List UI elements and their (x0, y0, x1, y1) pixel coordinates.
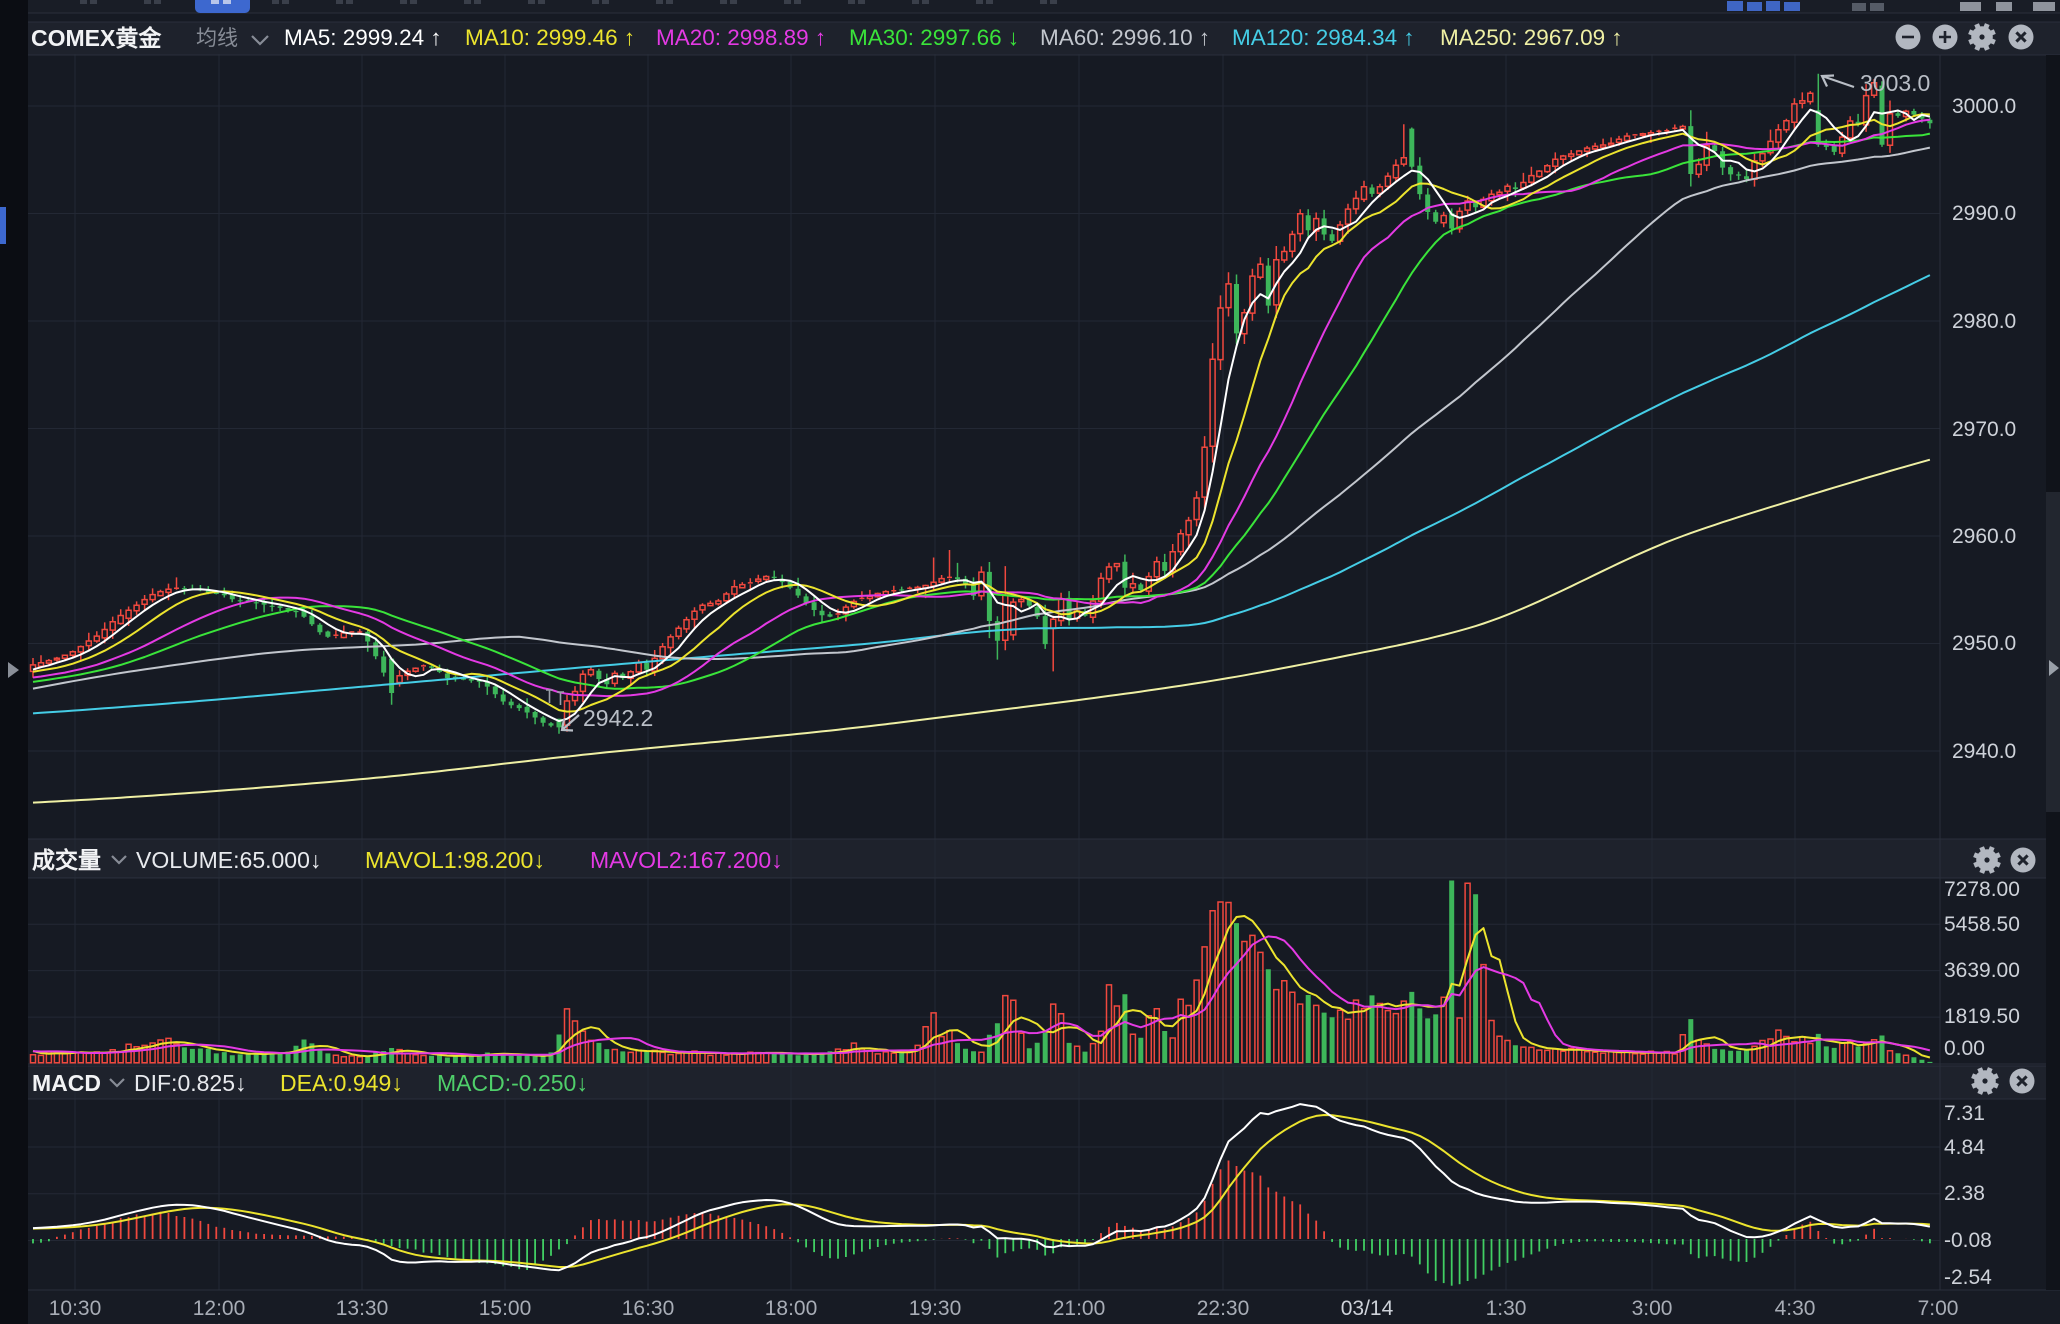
svg-text:2950.0: 2950.0 (1952, 632, 2016, 655)
svg-text:MA10: 2999.46 ↑: MA10: 2999.46 ↑ (465, 25, 635, 50)
svg-text:2940.0: 2940.0 (1952, 740, 2016, 763)
svg-text:2970.0: 2970.0 (1952, 418, 2016, 441)
svg-text:MA250: 2967.09 ↑: MA250: 2967.09 ↑ (1440, 25, 1623, 50)
svg-text:MA5: 2999.24 ↑: MA5: 2999.24 ↑ (284, 25, 442, 50)
svg-text:2.38: 2.38 (1944, 1182, 1985, 1205)
svg-text:DEA:0.949↓: DEA:0.949↓ (280, 1070, 403, 1096)
svg-text:MAVOL2:167.200↓: MAVOL2:167.200↓ (590, 847, 783, 873)
svg-text:7278.00: 7278.00 (1944, 878, 2020, 901)
svg-text:3000.0: 3000.0 (1952, 95, 2016, 118)
svg-text:DIF:0.825↓: DIF:0.825↓ (134, 1070, 247, 1096)
svg-text:2980.0: 2980.0 (1952, 310, 2016, 333)
svg-text:21:00: 21:00 (1053, 1297, 1106, 1320)
svg-text:2960.0: 2960.0 (1952, 525, 2016, 548)
svg-text:18:00: 18:00 (765, 1297, 818, 1320)
svg-text:MA60: 2996.10 ↑: MA60: 2996.10 ↑ (1040, 25, 1210, 50)
svg-text:COMEX黄金: COMEX黄金 (31, 25, 162, 51)
svg-text:MA30: 2997.66 ↓: MA30: 2997.66 ↓ (849, 25, 1019, 50)
svg-text:2942.2: 2942.2 (583, 705, 653, 731)
svg-text:16:30: 16:30 (622, 1297, 675, 1320)
svg-text:15:00: 15:00 (479, 1297, 532, 1320)
svg-text:-2.54: -2.54 (1944, 1266, 1992, 1289)
svg-text:1819.50: 1819.50 (1944, 1005, 2020, 1028)
svg-text:-0.08: -0.08 (1944, 1229, 1992, 1252)
svg-text:22:30: 22:30 (1197, 1297, 1250, 1320)
svg-text:VOLUME:65.000↓: VOLUME:65.000↓ (136, 847, 321, 873)
svg-text:7.31: 7.31 (1944, 1102, 1985, 1125)
svg-text:3003.0: 3003.0 (1860, 70, 1930, 96)
svg-text:19:30: 19:30 (909, 1297, 962, 1320)
svg-text:MA120: 2984.34 ↑: MA120: 2984.34 ↑ (1232, 25, 1415, 50)
svg-text:MACD: MACD (32, 1070, 101, 1096)
svg-text:13:30: 13:30 (336, 1297, 389, 1320)
svg-text:03/14: 03/14 (1341, 1297, 1394, 1320)
svg-text:2990.0: 2990.0 (1952, 202, 2016, 225)
svg-text:10:30: 10:30 (49, 1297, 102, 1320)
svg-text:7:00: 7:00 (1918, 1297, 1959, 1320)
svg-text:5458.50: 5458.50 (1944, 913, 2020, 936)
svg-text:均线: 均线 (196, 27, 238, 50)
svg-text:MA20: 2998.89 ↑: MA20: 2998.89 ↑ (656, 25, 826, 50)
svg-text:12:00: 12:00 (193, 1297, 246, 1320)
svg-text:4:30: 4:30 (1775, 1297, 1816, 1320)
svg-text:3:00: 3:00 (1632, 1297, 1673, 1320)
svg-text:成交量: 成交量 (32, 847, 101, 873)
svg-text:4.84: 4.84 (1944, 1136, 1985, 1159)
svg-text:0.00: 0.00 (1944, 1037, 1985, 1060)
svg-text:1:30: 1:30 (1486, 1297, 1527, 1320)
svg-text:MACD:-0.250↓: MACD:-0.250↓ (437, 1070, 588, 1096)
svg-text:3639.00: 3639.00 (1944, 959, 2020, 982)
svg-text:MAVOL1:98.200↓: MAVOL1:98.200↓ (365, 847, 545, 873)
